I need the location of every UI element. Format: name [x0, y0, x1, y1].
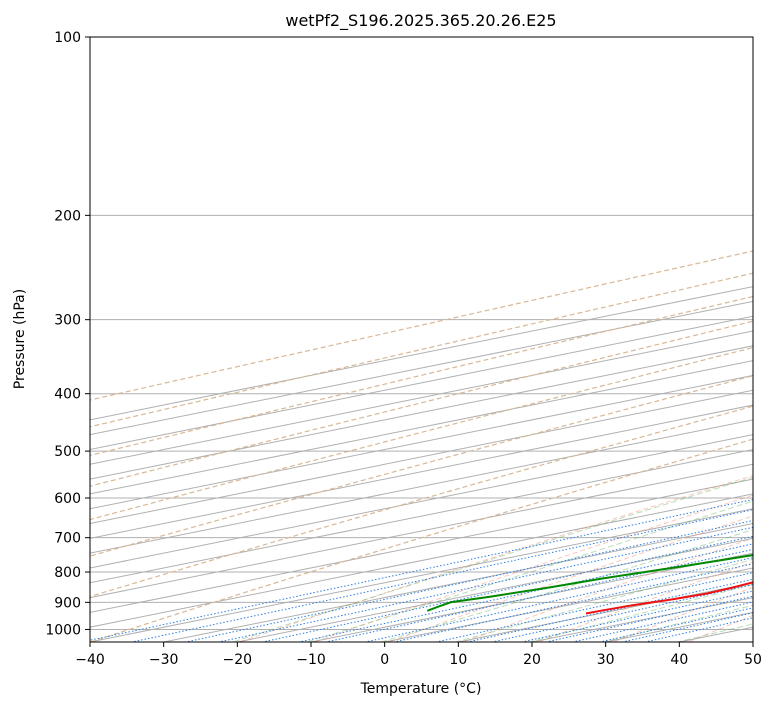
- cold-dry-adiabat: [90, 272, 753, 428]
- mixing-ratio-line: [362, 557, 753, 642]
- isotherm-line: [90, 286, 753, 421]
- dry-adiabat: [238, 474, 753, 642]
- isotherm-line: [90, 419, 753, 554]
- cold-dry-adiabat: [90, 375, 753, 557]
- y-tick-label: 700: [54, 531, 81, 547]
- isotherm-line: [90, 463, 753, 599]
- mixing-ratio-line: [296, 543, 753, 642]
- mixing-ratio-line: [620, 612, 753, 642]
- mixing-ratio-line: [570, 601, 753, 642]
- isotherm-line: [90, 448, 753, 584]
- mixing-ratio-line: [183, 519, 753, 642]
- y-tick-label: 300: [54, 313, 81, 329]
- x-tick-label: 20: [523, 652, 541, 668]
- isotherm-line: [234, 537, 753, 642]
- y-tick-label: 900: [54, 595, 81, 611]
- dry-adiabat: [462, 537, 753, 642]
- y-tick-label: 800: [54, 565, 81, 581]
- x-tick-label: 50: [744, 652, 762, 668]
- mixing-ratio-line: [129, 509, 753, 642]
- dry-adiabats: [90, 250, 753, 642]
- cold-dry-adiabat: [90, 438, 753, 642]
- dewpoint-line: [426, 554, 753, 612]
- mixing-ratio-line: [260, 535, 753, 642]
- x-tick-label: −40: [75, 652, 105, 668]
- mixing-ratio-line: [543, 595, 753, 642]
- y-tick-label: 100: [54, 30, 81, 46]
- isotherm-line: [90, 493, 753, 628]
- y-axis-ticks: 100 200 300 400 500 600 700 800 900 1000: [45, 30, 90, 638]
- cold-dry-adiabat: [90, 346, 753, 521]
- x-tick-label: 30: [597, 652, 615, 668]
- isotherm-line: [90, 508, 753, 642]
- isotherm-line: [161, 523, 753, 642]
- mixing-ratio-lines: [90, 498, 753, 642]
- y-tick-label: 600: [54, 491, 81, 507]
- x-tick-label: 0: [380, 652, 389, 668]
- isotherm-line: [90, 478, 753, 613]
- x-tick-label: 10: [449, 652, 467, 668]
- isotherm-line: [90, 434, 753, 569]
- mixing-ratio-line: [216, 526, 753, 642]
- mixing-ratio-line: [323, 548, 753, 642]
- moist-adiabat: [305, 500, 753, 642]
- y-tick-label: 500: [54, 444, 81, 460]
- x-tick-label: −30: [149, 652, 179, 668]
- isotherm-line: [90, 330, 753, 465]
- y-tick-label: 400: [54, 387, 81, 403]
- x-tick-label: 40: [670, 652, 688, 668]
- y-axis-label: Pressure (hPa): [12, 289, 28, 389]
- cold-dry-adiabat: [90, 250, 753, 401]
- plot-area: 0.10.20.40.611.52346810131620253036-100-…: [90, 37, 753, 642]
- dry-adiabat: [612, 586, 753, 642]
- isotherm-line: [90, 315, 753, 450]
- skewed-isotherms: [90, 286, 753, 642]
- moist-adiabat: [379, 529, 753, 642]
- y-tick-label: 200: [54, 208, 81, 224]
- mixing-ratio-line: [597, 607, 753, 642]
- x-axis-label: Temperature (°C): [360, 681, 482, 697]
- x-tick-label: −10: [296, 652, 326, 668]
- x-axis-ticks: −40 −30 −20 −10 0 10 20 30 40 50: [75, 642, 762, 668]
- dry-adiabat: [313, 494, 753, 642]
- chart-title: wetPf2_S196.2025.365.20.26.E25: [285, 11, 556, 31]
- x-tick-label: −20: [223, 652, 253, 668]
- plot-frame: [89, 36, 754, 643]
- y-tick-label: 1000: [45, 622, 81, 638]
- mixing-ratio-line: [519, 590, 753, 642]
